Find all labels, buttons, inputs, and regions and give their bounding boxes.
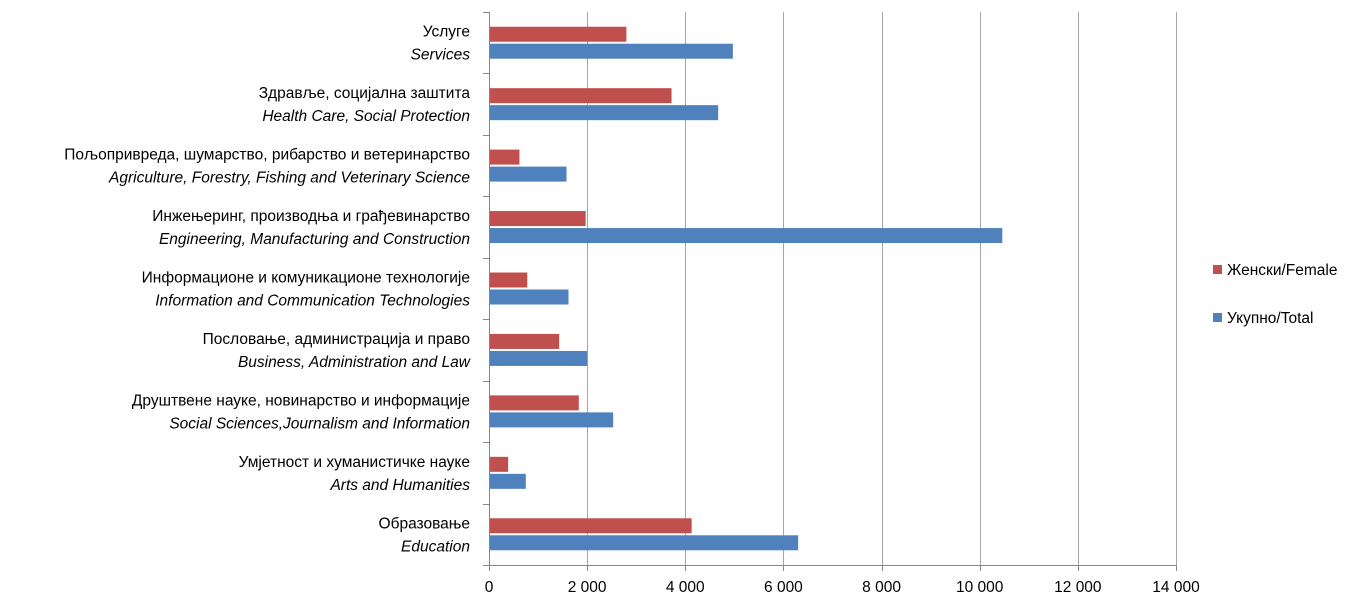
bar-total xyxy=(490,535,799,551)
bar-total xyxy=(490,412,614,428)
legend-label: Укупно/Total xyxy=(1227,310,1313,327)
x-tick-label: 14 000 xyxy=(1152,579,1200,596)
bar-female xyxy=(490,272,528,288)
category-label-cyrillic: Друштвене науке, новинарство и информаци… xyxy=(132,392,470,409)
category-label-latin: Education xyxy=(401,538,470,555)
category-label-cyrillic: Информационе и комуникационе технологије xyxy=(142,270,470,287)
category-label-latin: Agriculture, Forestry, Fishing and Veter… xyxy=(108,170,470,187)
bar-total xyxy=(490,105,719,121)
grid-layer xyxy=(587,12,1177,565)
bar-female xyxy=(490,149,520,165)
category-label-cyrillic: Инжењеринг, производња и грађевинарство xyxy=(152,208,470,225)
category-label-latin: Services xyxy=(411,47,471,64)
x-tick-label: 10 000 xyxy=(956,579,1004,596)
x-tick-label: 0 xyxy=(485,579,494,596)
category-label-latin: Engineering, Manufacturing and Construct… xyxy=(159,231,470,248)
bar-female xyxy=(490,26,627,42)
bar-total xyxy=(490,350,588,366)
category-label-latin: Health Care, Social Protection xyxy=(262,108,470,125)
x-tick-label: 12 000 xyxy=(1054,579,1102,596)
category-label-latin: Social Sciences,Journalism and Informati… xyxy=(169,415,470,432)
bar-female xyxy=(490,518,692,534)
axis-layer xyxy=(483,12,1177,571)
category-label-latin: Information and Communication Technologi… xyxy=(155,293,470,310)
x-tick-label: 2 000 xyxy=(568,579,607,596)
category-label-cyrillic: Пословање, администрација и право xyxy=(203,331,470,348)
bar-female xyxy=(490,456,509,472)
x-tick-label: 6 000 xyxy=(764,579,803,596)
bar-female xyxy=(490,88,672,104)
legend-label: Женски/Female xyxy=(1227,262,1337,279)
legend-swatch xyxy=(1213,265,1222,274)
bar-female xyxy=(490,395,579,411)
x-tick-label: 8 000 xyxy=(862,579,901,596)
bar-total xyxy=(490,43,733,59)
category-label-cyrillic: Умјетност и хуманистичке науке xyxy=(239,454,470,471)
category-label-cyrillic: Здравље, социјална заштита xyxy=(259,85,471,102)
bars-layer xyxy=(490,26,1003,551)
legend-swatch xyxy=(1213,313,1222,322)
bar-total xyxy=(490,166,567,182)
category-label-cyrillic: Образовање xyxy=(379,515,470,532)
bar-female xyxy=(490,333,560,349)
category-labels: Услуге Services Здравље, социјална заштита… xyxy=(64,24,472,556)
category-label-cyrillic: Услуге xyxy=(423,24,470,41)
category-label-cyrillic: Пољопривреда, шумарство, рибарство и вет… xyxy=(64,147,470,164)
legend: Женски/Female Укупно/Total xyxy=(1213,262,1337,327)
bar-total xyxy=(490,473,526,489)
category-label-latin: Arts and Humanities xyxy=(329,477,470,494)
bar-total xyxy=(490,228,1003,244)
bar-total xyxy=(490,289,569,305)
bar-female xyxy=(490,211,586,227)
x-tick-labels: 0 2 000 4 000 6 000 8 000 10 000 12 000 14 000 xyxy=(485,579,1200,596)
category-label-latin: Business, Administration and Law xyxy=(238,354,472,371)
x-tick-label: 4 000 xyxy=(666,579,705,596)
